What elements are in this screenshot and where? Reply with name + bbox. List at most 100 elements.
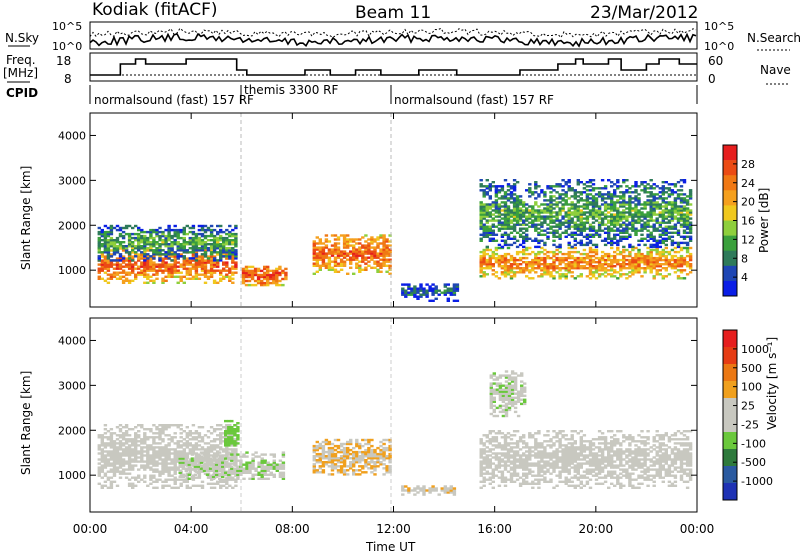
power-cell-129: [134, 261, 138, 264]
velocity-cell-1476: [437, 493, 441, 496]
power-cell-3016: [625, 191, 629, 194]
power-cell-2922: [613, 223, 617, 226]
velocity-cell-337: [152, 452, 156, 455]
power-cell-3316: [673, 223, 678, 226]
power-cell-2555: [555, 225, 559, 228]
velocity-cell-666: [206, 452, 211, 455]
power-cell-2519: [549, 217, 553, 220]
power-cell-2413: [528, 209, 532, 212]
velocity-cell-242: [134, 434, 138, 437]
power-cell-2588: [558, 183, 562, 186]
power-cell-96: [124, 259, 129, 262]
velocity-cell-1377: [370, 452, 374, 456]
velocity-cell-513: [179, 450, 183, 453]
power-cell-1097: [318, 250, 322, 253]
velocity-cell-1013: [245, 465, 249, 468]
power-cell-975: [244, 269, 249, 273]
power-cell-1004: [256, 267, 261, 271]
velocity-cell-691: [212, 486, 217, 489]
power-cell-1604: [528, 271, 532, 274]
power-cell-3206: [655, 197, 659, 200]
power-cell-1559: [509, 263, 514, 266]
velocity-cell-482: [173, 436, 177, 439]
velocity-cell-841: [178, 471, 182, 474]
velocity-cell-201: [127, 446, 132, 449]
power-cell-2134: [482, 195, 486, 198]
power-cell-388: [209, 273, 214, 276]
power-cell-2943: [616, 227, 620, 230]
velocity-cell-469: [173, 470, 177, 473]
power-cell-251: [170, 275, 174, 278]
power-cell-1461: [479, 269, 483, 272]
power-cell-2906: [610, 207, 614, 210]
power-cell-648: [149, 241, 153, 244]
power-cell-2303: [509, 213, 514, 216]
power-cell-992: [253, 283, 258, 287]
power-cell-339: [194, 263, 199, 266]
power-cell-44: [109, 273, 114, 276]
power-cell-2825: [597, 227, 602, 230]
power-cell-1428: [434, 285, 438, 288]
power-cell-2970: [619, 213, 623, 216]
power-cell-1767: [582, 261, 587, 264]
velocity-cell-1471: [431, 489, 435, 492]
power-cell-3416: [688, 221, 693, 224]
power-cell-2656: [570, 195, 574, 198]
power-cell-178: [149, 269, 153, 272]
power-cell-1932: [634, 246, 638, 250]
power-cell-1214: [349, 238, 353, 241]
velocity-cell-323: [149, 430, 153, 433]
power-cell-670: [155, 241, 159, 244]
power-cell-2237: [500, 223, 505, 226]
power-cell-3227: [658, 187, 662, 190]
power-cell-773: [182, 228, 186, 232]
power-cell-148: [140, 253, 144, 256]
power-cell-780: [185, 224, 189, 228]
power-cell-3018: [625, 185, 629, 188]
power-cell-1817: [597, 265, 602, 268]
power-cell-412: [216, 265, 220, 268]
power-cell-1495: [488, 258, 492, 262]
velocity-cell-1181: [318, 459, 322, 462]
power-cell-2754: [585, 201, 590, 204]
power-cell-2296: [509, 237, 514, 240]
velocity-cell-870: [187, 465, 191, 468]
power-cell-2534: [552, 243, 556, 247]
power-cell-2709: [579, 223, 583, 226]
power-cell-1193: [342, 236, 347, 239]
power-cell-385: [206, 259, 211, 262]
power-cell-2897: [610, 229, 614, 232]
power-cell-570: [124, 251, 129, 254]
power-cell-55: [112, 267, 117, 270]
power-cell-3354: [679, 217, 684, 220]
power-cell-2128: [482, 213, 486, 216]
power-cell-2078: [682, 258, 687, 262]
velocity-cell-1305: [352, 465, 356, 468]
nsearch-tick-high: 10^5: [704, 20, 734, 33]
power-cell-2782: [591, 243, 596, 247]
power-cell-2483: [543, 243, 547, 247]
power-cell-31: [106, 277, 111, 280]
velocity-cell-979: [230, 453, 234, 456]
velocity-cell-310: [149, 476, 153, 479]
power-cell-3382: [682, 205, 687, 208]
power-cell-344: [194, 251, 199, 254]
power-cell-962: [241, 281, 246, 285]
velocity-cell-245: [137, 480, 141, 483]
power-cell-2766: [588, 229, 593, 232]
power-cell-2583: [558, 201, 562, 204]
power-cell-1877: [619, 269, 623, 272]
velocity-cell-1346: [361, 438, 365, 442]
power-cell-2172: [488, 205, 492, 208]
power-cell-1818: [597, 263, 602, 266]
power-cell-1651: [543, 261, 547, 264]
velocity-cell-116: [115, 462, 120, 465]
power-cell-1524: [500, 271, 505, 274]
velocity-cell-1209: [327, 473, 332, 476]
velocity-cell-856: [181, 459, 185, 462]
power-cell-3140: [646, 199, 650, 202]
power-cell-245: [167, 263, 171, 266]
power-cell-526: [109, 236, 114, 240]
